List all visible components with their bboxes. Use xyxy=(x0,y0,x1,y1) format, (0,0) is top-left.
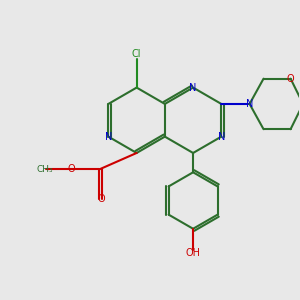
Text: O: O xyxy=(68,164,75,174)
Text: OH: OH xyxy=(186,248,201,257)
Text: N: N xyxy=(105,132,112,142)
Text: N: N xyxy=(246,99,253,109)
Text: O: O xyxy=(287,74,294,84)
Text: Cl: Cl xyxy=(132,49,141,59)
Text: O: O xyxy=(97,194,105,204)
Text: N: N xyxy=(218,132,225,142)
Text: N: N xyxy=(189,82,197,93)
Text: CH₃: CH₃ xyxy=(36,165,53,174)
